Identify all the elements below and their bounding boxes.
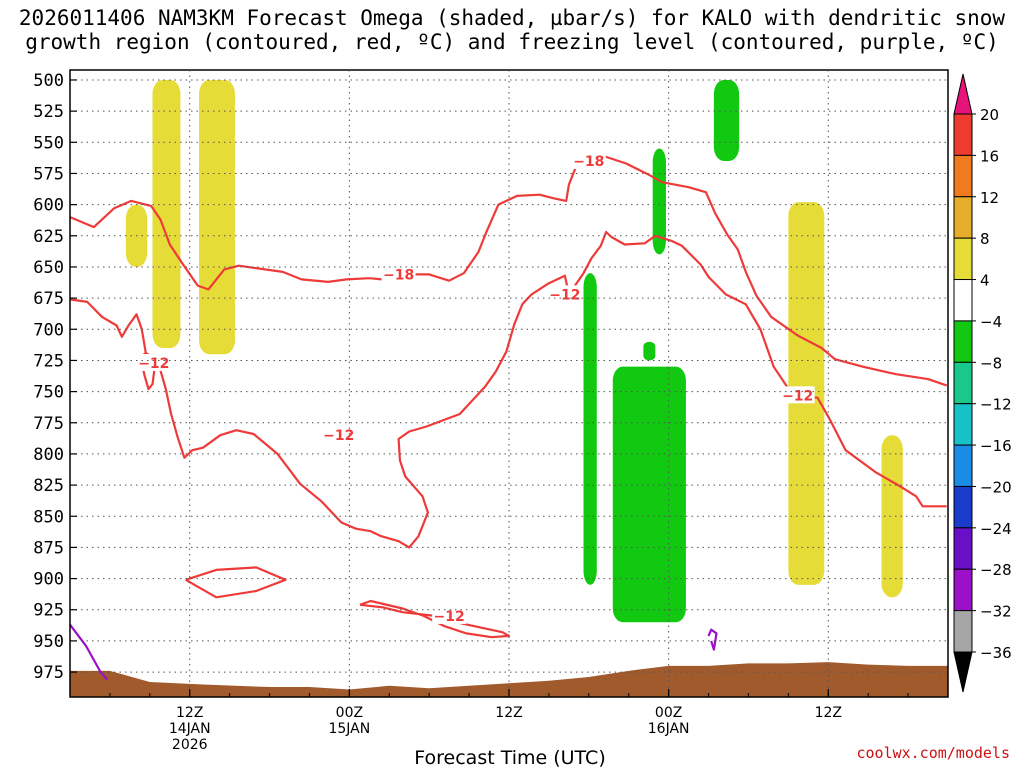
contour-label: −18 xyxy=(573,154,604,170)
contour-freezing-level xyxy=(69,624,109,681)
y-tick-label: 875 xyxy=(33,538,64,558)
y-tick-label: 925 xyxy=(33,601,64,621)
omega-region-green-5 xyxy=(643,341,656,361)
colorbar-label: −4 xyxy=(980,313,1002,331)
omega-region-yellow-5 xyxy=(881,435,903,598)
x-tick-label: 00Z xyxy=(336,705,363,721)
contour-label: −18 xyxy=(383,267,414,283)
contour-label-bg xyxy=(381,265,416,283)
contour-label: −12 xyxy=(549,287,580,303)
x-tick-label: 16JAN xyxy=(648,721,690,737)
contour-freezing-small xyxy=(707,628,718,651)
omega-region-green-2 xyxy=(713,79,740,161)
colorbar-bottom-arrow xyxy=(953,651,973,693)
colorbar-box xyxy=(953,403,973,446)
colorbar-box xyxy=(953,279,973,322)
x-tick-label: 2026 xyxy=(172,737,208,753)
y-tick-label: 600 xyxy=(33,196,64,216)
colorbar-label: −24 xyxy=(980,520,1012,538)
y-tick-label: 700 xyxy=(33,320,64,340)
plot-area: −18 −18 −12 −12 −12 −12 −12 xyxy=(69,79,948,697)
x-tick-label: 12Z xyxy=(495,705,522,721)
colorbar-box xyxy=(953,113,973,156)
contour-dgz-small-1 xyxy=(139,351,157,391)
colorbar-box xyxy=(953,568,973,612)
title-line-1: 2026011406 NAM3KM Forecast Omega (shaded… xyxy=(18,6,1006,30)
colorbar-label: 20 xyxy=(980,106,999,124)
title-line-2: growth region (contoured, red, ºC) and f… xyxy=(25,30,999,54)
colorbar-label: −28 xyxy=(980,561,1012,579)
y-tick-label: 850 xyxy=(33,507,64,527)
axes: 500 525 550 575 600 625 650 675 700 725 750 775 800 8… xyxy=(33,69,949,768)
colorbar-top-arrow xyxy=(953,73,973,115)
y-tick-label: 775 xyxy=(33,414,64,434)
contour-label-bg xyxy=(547,285,582,303)
colorbar-box xyxy=(953,196,973,239)
x-tick-label: 12Z xyxy=(176,705,203,721)
y-tick-label: 800 xyxy=(33,445,64,465)
colorbar-box xyxy=(953,320,973,363)
colorbar-box xyxy=(953,154,973,198)
contour-label-bg xyxy=(136,353,171,371)
terrain xyxy=(70,662,948,697)
credit-text[interactable]: coolwx.com/models xyxy=(856,744,1010,762)
colorbar-label: −8 xyxy=(980,354,1002,372)
y-tick-label: 675 xyxy=(33,289,64,309)
x-axis-label: Forecast Time (UTC) xyxy=(414,747,605,768)
contour-label: −12 xyxy=(434,609,465,625)
colorbar-label: −32 xyxy=(980,603,1012,621)
contour-label-bg xyxy=(571,151,606,169)
omega-region-yellow-1 xyxy=(152,79,181,348)
contour-label-bg xyxy=(432,606,467,624)
y-tick-label: 550 xyxy=(33,133,64,153)
x-tick-label: 00Z xyxy=(655,705,682,721)
omega-region-green-3 xyxy=(583,273,597,585)
contour-label: −12 xyxy=(782,388,813,404)
colorbar: 20 16 12 8 4 −4 −8 −12 −16 −20 −24 −28 −32 −36 xyxy=(953,73,1012,693)
x-tick-label: 15JAN xyxy=(328,721,370,737)
y-tick-label: 525 xyxy=(33,102,64,122)
colorbar-label: −36 xyxy=(980,644,1012,662)
y-tick-label: 625 xyxy=(33,227,64,247)
colorbar-label: −20 xyxy=(980,478,1012,496)
colorbar-box xyxy=(953,610,973,653)
y-tick-label: 900 xyxy=(33,570,64,590)
x-tick-label: 14JAN xyxy=(169,721,211,737)
colorbar-label: 12 xyxy=(980,189,999,207)
contour-label-bg xyxy=(321,426,356,444)
colorbar-label: −12 xyxy=(980,396,1012,414)
x-tick-label: 12Z xyxy=(815,705,842,721)
colorbar-label: 4 xyxy=(980,272,990,290)
y-tick-label: 500 xyxy=(33,71,64,91)
y-tick-label: 575 xyxy=(33,164,64,184)
colorbar-box xyxy=(953,485,973,529)
y-tick-label: 825 xyxy=(33,476,64,496)
y-tick-label: 950 xyxy=(33,632,64,652)
colorbar-label: −16 xyxy=(980,437,1012,455)
colorbar-box xyxy=(953,444,973,487)
colorbar-box xyxy=(953,527,973,570)
colorbar-label: 8 xyxy=(980,230,990,248)
contour-label: −12 xyxy=(323,428,354,444)
contour-label: −12 xyxy=(138,356,169,372)
y-tick-label: 750 xyxy=(33,383,64,403)
contour-dgz-lower xyxy=(69,230,947,549)
contour-label-bg xyxy=(780,386,815,404)
omega-region-green-1 xyxy=(652,148,666,255)
y-tick-label: 650 xyxy=(33,258,64,278)
y-tick-label: 725 xyxy=(33,351,64,371)
contour-dgz-ellipse xyxy=(185,566,287,599)
colorbar-box xyxy=(953,237,973,281)
omega-region-yellow-2 xyxy=(199,79,235,355)
colorbar-box xyxy=(953,361,973,405)
omega-region-green-4 xyxy=(612,366,686,623)
colorbar-label: 16 xyxy=(980,147,999,165)
y-tick-label: 975 xyxy=(33,663,64,683)
contour-dgz-upper xyxy=(69,154,948,387)
